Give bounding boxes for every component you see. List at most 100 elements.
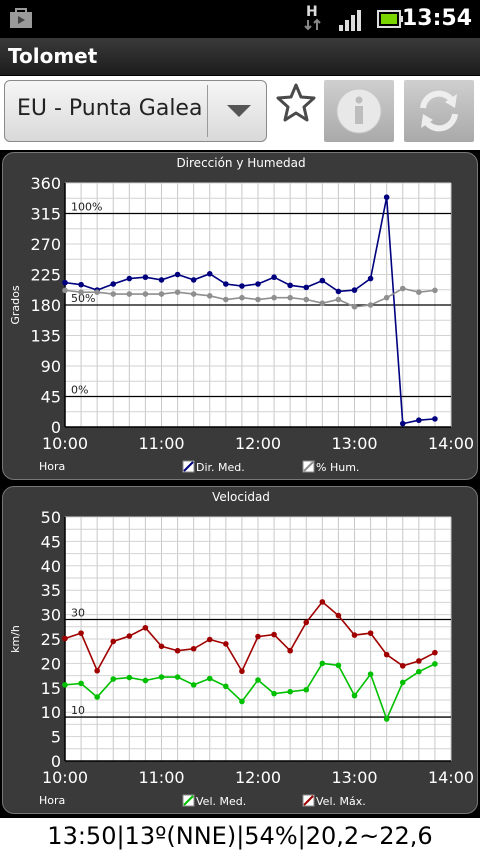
data-point xyxy=(287,647,293,654)
reference-line-label: 50% xyxy=(71,292,95,305)
data-point xyxy=(239,294,245,301)
data-point xyxy=(206,636,213,643)
data-point xyxy=(271,274,277,281)
reference-line-label: 0% xyxy=(71,384,88,397)
reference-line-label: 10 xyxy=(71,704,85,717)
y-tick-label: 0 xyxy=(51,752,61,771)
speed-chart-panel: Velocidad 30 10 0 5 10 15 20 25 30 35 40 45 50 10:00 1… xyxy=(2,486,478,814)
data-point xyxy=(399,679,406,686)
data-point xyxy=(319,599,326,605)
x-tick-label: 14:00 xyxy=(428,434,474,453)
data-point xyxy=(432,649,438,656)
data-point xyxy=(223,641,229,647)
data-point xyxy=(223,296,229,303)
y-tick-label: 90 xyxy=(41,357,61,376)
chart2-title: Velocidad xyxy=(212,490,270,504)
data-point xyxy=(158,291,165,297)
data-point xyxy=(383,294,390,301)
chevron-down-icon xyxy=(227,105,251,117)
app-title: Tolomet xyxy=(8,44,98,68)
data-point xyxy=(351,287,358,293)
y-tick-label: 315 xyxy=(30,205,61,224)
y-tick-label: 45 xyxy=(41,388,61,407)
data-point xyxy=(110,291,117,297)
y-tick-label: 5 xyxy=(51,728,61,747)
data-point xyxy=(206,293,213,299)
y-tick-label: 15 xyxy=(41,679,61,698)
y-tick-label: 0 xyxy=(51,418,61,437)
station-spinner[interactable]: EU - Punta Galea xyxy=(4,80,267,142)
legend-swatch-line xyxy=(303,795,314,806)
data-point xyxy=(239,668,245,675)
data-point xyxy=(367,302,374,308)
y-tick-label: 50 xyxy=(41,508,61,527)
data-point xyxy=(190,645,197,652)
data-point xyxy=(142,677,149,684)
x-axis-label: Hora xyxy=(39,460,65,473)
data-point xyxy=(271,294,277,301)
y-tick-label: 10 xyxy=(41,703,61,722)
x-tick-label: 14:00 xyxy=(428,768,474,787)
legend-label: Dir. Med. xyxy=(196,461,245,474)
info-button[interactable] xyxy=(324,80,394,142)
data-point xyxy=(303,296,310,303)
data-point xyxy=(126,674,133,681)
data-point xyxy=(351,692,358,699)
data-point xyxy=(158,643,165,650)
data-point xyxy=(239,698,245,705)
data-point xyxy=(432,416,438,422)
data-point xyxy=(287,688,293,695)
data-point xyxy=(110,638,117,645)
y-axis-label: Grados xyxy=(9,285,22,324)
data-point xyxy=(432,661,438,667)
data-point xyxy=(367,630,374,636)
data-point xyxy=(78,630,84,636)
data-point xyxy=(351,304,358,310)
data-point xyxy=(239,283,245,289)
data-point xyxy=(255,296,261,303)
y-tick-label: 225 xyxy=(30,266,61,285)
data-point xyxy=(62,279,68,286)
data-point xyxy=(335,662,342,669)
y-tick-label: 35 xyxy=(41,581,61,600)
y-tick-label: 135 xyxy=(30,327,61,346)
y-tick-label: 270 xyxy=(30,235,61,254)
x-tick-label: 10:00 xyxy=(42,768,88,787)
data-point xyxy=(319,660,326,667)
data-point xyxy=(383,716,390,722)
data-point xyxy=(319,300,326,306)
data-point xyxy=(303,686,310,693)
legend-swatch-line xyxy=(303,461,314,472)
data-point xyxy=(399,285,406,292)
legend-label: Vel. Med. xyxy=(196,795,246,808)
data-point xyxy=(126,633,133,639)
data-point xyxy=(367,671,374,677)
data-point xyxy=(158,277,165,283)
refresh-button[interactable] xyxy=(404,80,474,142)
y-tick-label: 20 xyxy=(41,654,61,673)
x-tick-label: 11:00 xyxy=(138,768,184,787)
data-point xyxy=(190,277,197,283)
data-point xyxy=(303,284,310,291)
data-point xyxy=(62,287,68,294)
data-point xyxy=(255,633,261,640)
current-readings-summary: 13:50|13º(NNE)|54%|20,2~22,6 xyxy=(0,818,480,854)
data-point xyxy=(126,275,133,282)
refresh-icon xyxy=(420,90,458,132)
data-point xyxy=(142,274,149,281)
data-point xyxy=(399,663,406,669)
data-point xyxy=(416,658,422,664)
data-point xyxy=(432,287,438,294)
data-point xyxy=(158,674,165,680)
data-point xyxy=(206,675,213,682)
legend-swatch-line xyxy=(183,795,194,806)
reference-line-label: 100% xyxy=(71,201,102,214)
station-selected-label: EU - Punta Galea xyxy=(17,96,203,121)
favorite-star-icon[interactable] xyxy=(276,82,316,122)
x-axis-label: Hora xyxy=(39,794,65,807)
chart1-title: Dirección y Humedad xyxy=(176,156,306,170)
battery-icon xyxy=(377,10,403,28)
data-point xyxy=(335,288,342,295)
x-tick-label: 11:00 xyxy=(138,434,184,453)
data-point xyxy=(383,651,390,658)
